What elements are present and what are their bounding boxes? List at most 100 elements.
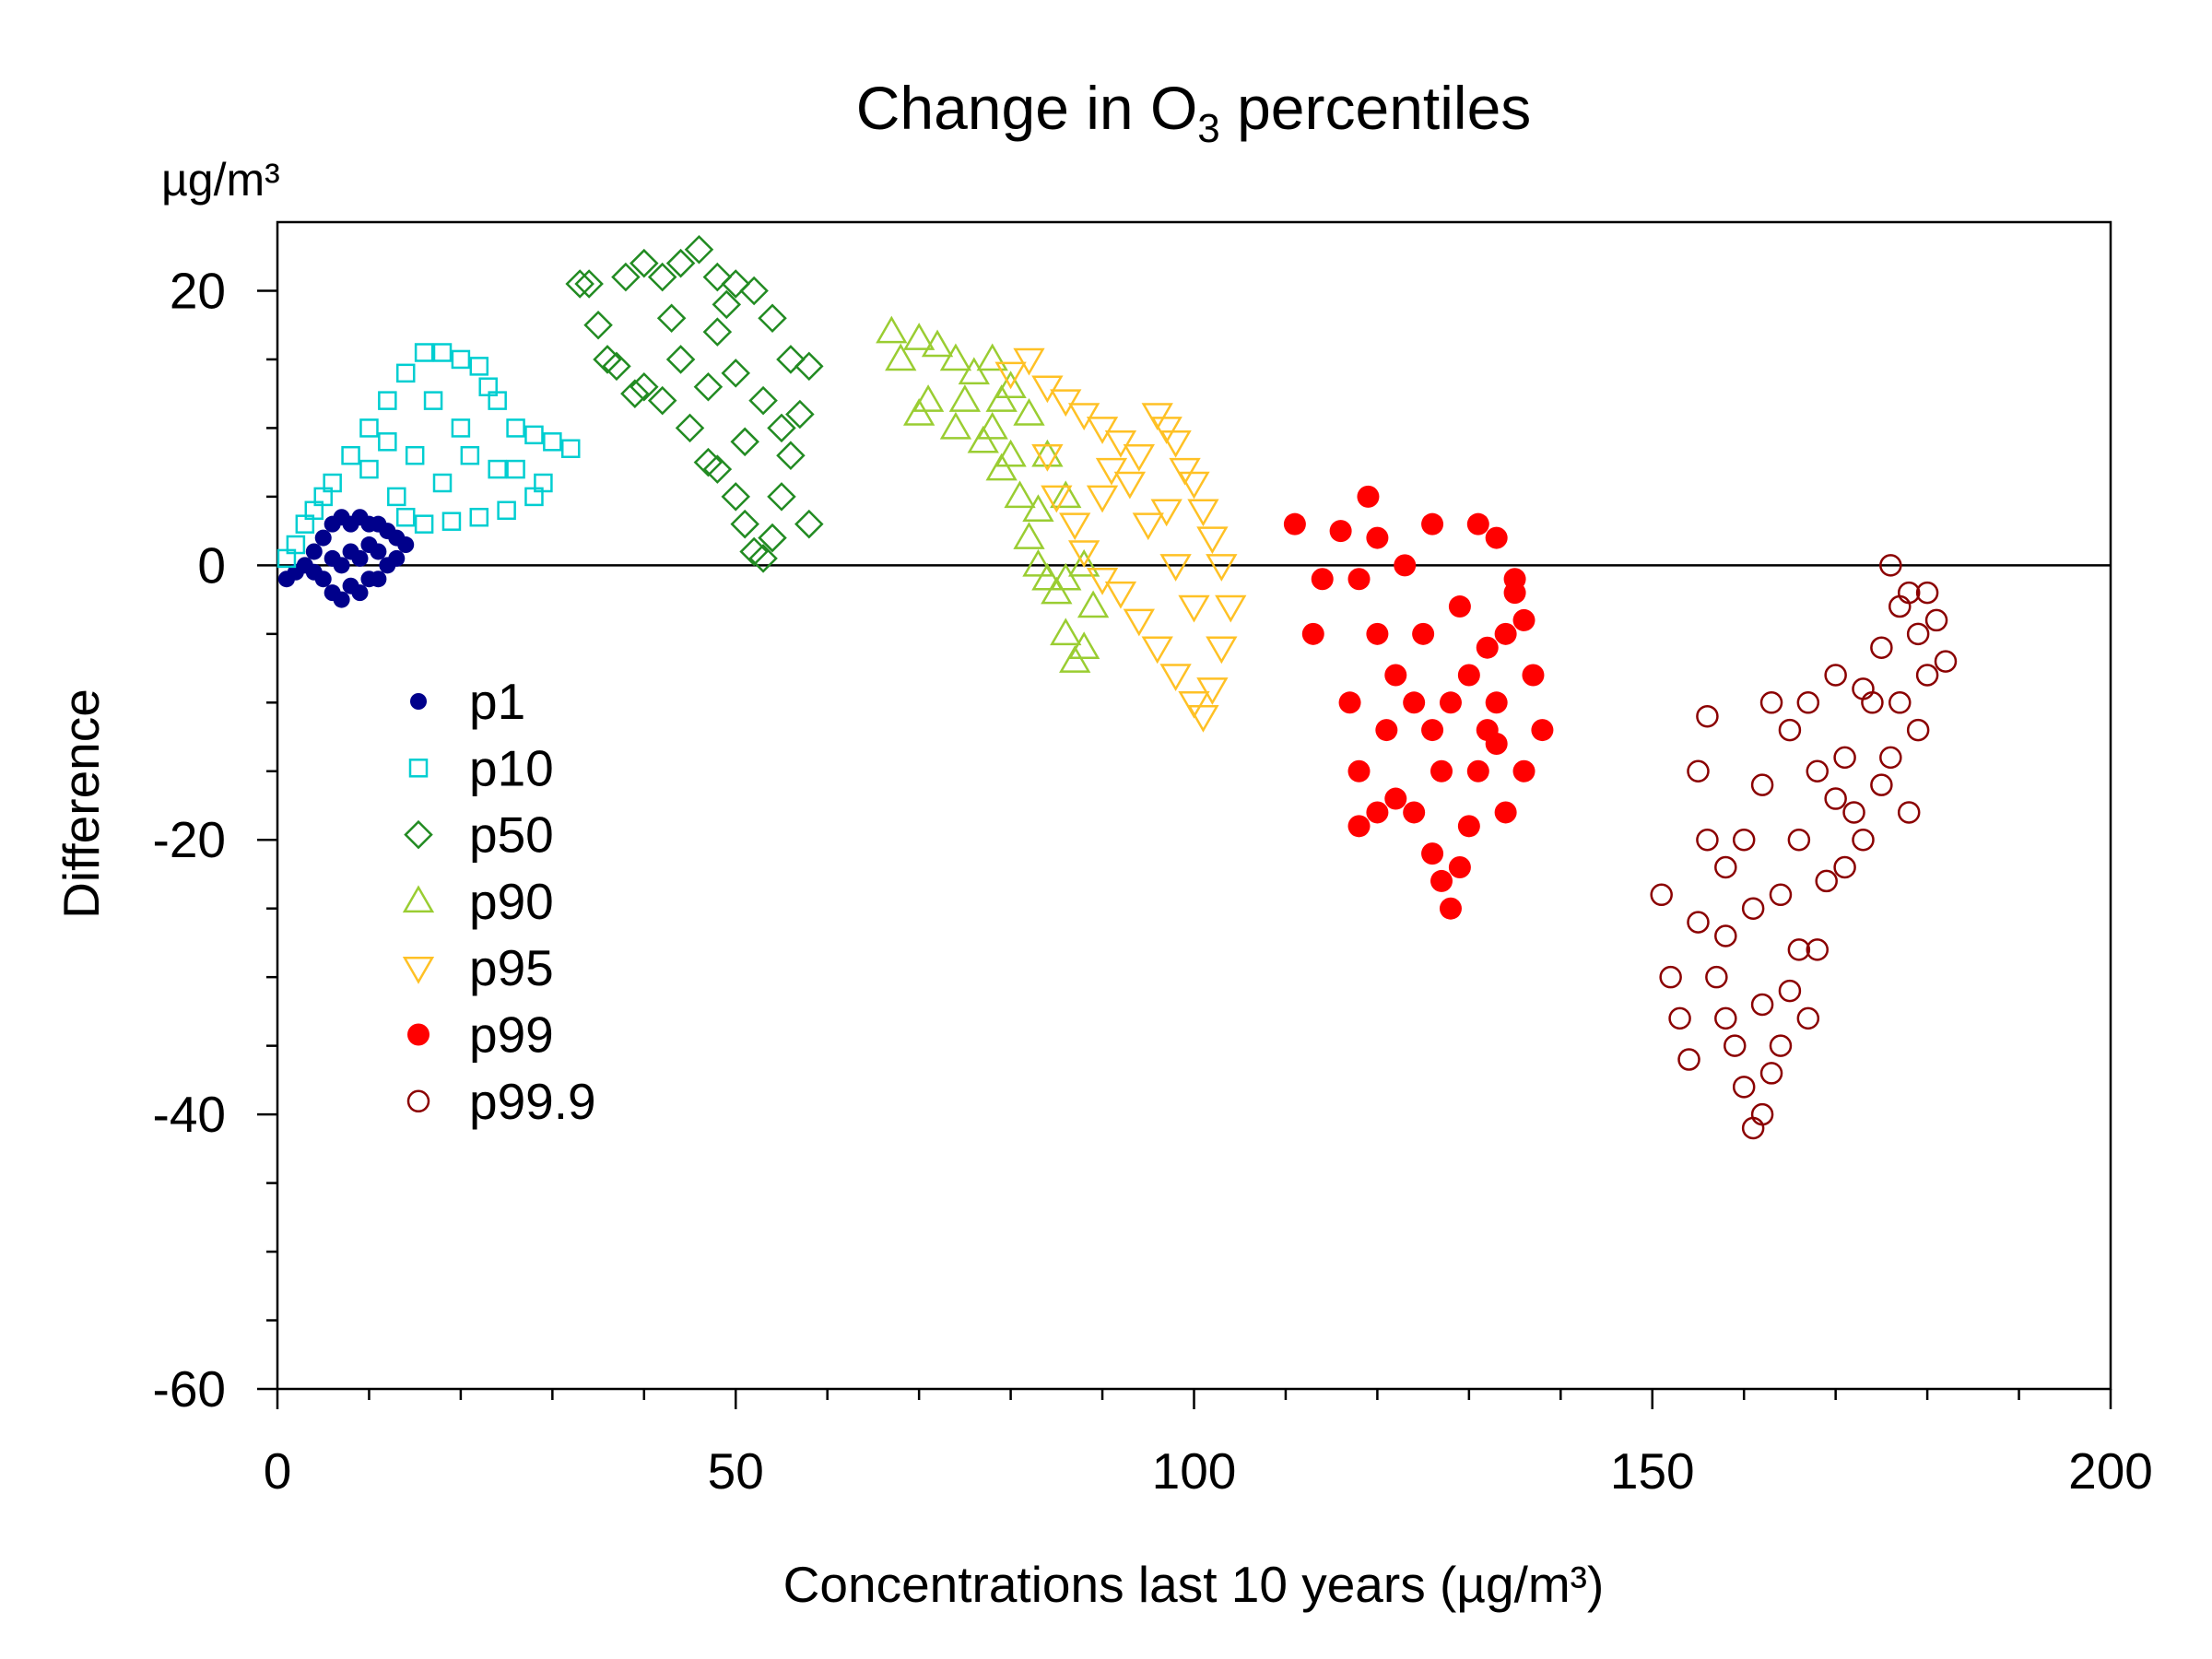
series-p99-9: [1650, 554, 1958, 1140]
data-point: [712, 289, 742, 320]
data-point: [1687, 911, 1710, 934]
data-point: [1206, 554, 1238, 582]
data-point: [1067, 403, 1100, 431]
legend-label: p90: [469, 873, 554, 930]
data-point: [1906, 718, 1930, 742]
data-point: [629, 248, 659, 278]
data-point: [1178, 594, 1210, 623]
data-point: [1439, 897, 1462, 920]
data-point: [967, 425, 999, 453]
data-point: [378, 391, 397, 410]
data-point: [1485, 691, 1508, 714]
data-point: [1466, 512, 1489, 535]
data-point: [1806, 938, 1830, 961]
legend-item: p50: [404, 806, 554, 864]
data-point: [414, 514, 434, 534]
data-point: [432, 473, 453, 493]
data-point: [1906, 622, 1930, 646]
data-point: [1031, 439, 1064, 467]
data-point: [1050, 480, 1082, 509]
data-point: [1512, 608, 1535, 631]
data-point: [1041, 576, 1073, 605]
data-point: [1677, 1048, 1700, 1071]
data-point: [359, 418, 379, 438]
data-point: [1041, 485, 1073, 513]
data-point: [939, 343, 972, 371]
data-point: [876, 315, 908, 344]
data-point: [902, 398, 935, 426]
data-point: [1457, 664, 1480, 687]
data-point: [693, 447, 724, 477]
data-point: [702, 454, 733, 484]
x-axis-label: Concentrations last 10 years (µg/m³): [783, 1556, 1605, 1613]
data-point: [1366, 526, 1389, 549]
data-point: [1141, 403, 1173, 431]
data-point: [1301, 622, 1324, 645]
data-point: [785, 399, 815, 429]
data-point: [1430, 759, 1453, 782]
data-point: [1013, 347, 1045, 376]
data-point: [1095, 457, 1128, 486]
series-p50: [565, 235, 824, 573]
data-point: [1338, 691, 1361, 714]
data-point: [1915, 581, 1939, 605]
data-point: [1394, 554, 1417, 577]
data-point: [794, 509, 824, 539]
legend-item: p99: [407, 1006, 554, 1064]
data-point: [1439, 691, 1462, 714]
data-point: [387, 487, 406, 507]
data-point: [565, 269, 594, 299]
data-point: [902, 323, 935, 350]
data-point: [583, 310, 613, 340]
data-point: [1159, 430, 1192, 458]
data-point: [1283, 512, 1306, 535]
data-point: [1206, 636, 1238, 665]
data-point: [1448, 595, 1471, 618]
data-point: [388, 549, 406, 567]
legend-label: p50: [469, 806, 554, 864]
data-point: [948, 384, 982, 412]
data-point: [506, 459, 525, 479]
data-point: [1494, 622, 1517, 645]
data-point: [1150, 417, 1182, 444]
data-point: [1421, 512, 1444, 535]
data-point: [1696, 828, 1719, 852]
data-point: [1824, 664, 1847, 687]
data-point: [441, 512, 462, 531]
legend-item: p99.9: [406, 1073, 596, 1130]
data-point: [1824, 787, 1847, 810]
legend-label: p10: [469, 739, 554, 796]
data-point: [1215, 594, 1247, 623]
data-point: [665, 345, 696, 374]
data-point: [1178, 471, 1210, 500]
data-point: [721, 359, 751, 388]
legend-item: p90: [402, 873, 554, 930]
data-point: [1503, 568, 1526, 591]
y-axis-label: Difference: [53, 688, 110, 919]
data-point: [1714, 1006, 1737, 1030]
legend-label: p95: [469, 939, 554, 996]
data-point: [543, 432, 562, 452]
data-point: [721, 269, 751, 299]
data-point: [1178, 691, 1210, 719]
legend-marker: [408, 759, 429, 778]
data-point: [1879, 746, 1902, 770]
data-point: [1915, 664, 1939, 687]
y-unit-label: µg/m³: [161, 154, 280, 206]
data-point: [1031, 562, 1064, 591]
data-point: [1815, 869, 1838, 893]
legend-label: p99.9: [469, 1073, 596, 1130]
data-point: [414, 343, 434, 362]
legend-marker: [404, 819, 433, 850]
data-point: [1724, 1034, 1747, 1057]
data-point: [370, 571, 387, 588]
legend-label: p99: [469, 1006, 554, 1064]
data-point: [1806, 759, 1830, 783]
data-point: [1741, 1116, 1765, 1140]
data-point: [1897, 801, 1921, 824]
legend-marker: [402, 885, 435, 913]
data-point: [1897, 581, 1921, 605]
data-point: [469, 357, 489, 376]
data-point: [351, 549, 369, 567]
